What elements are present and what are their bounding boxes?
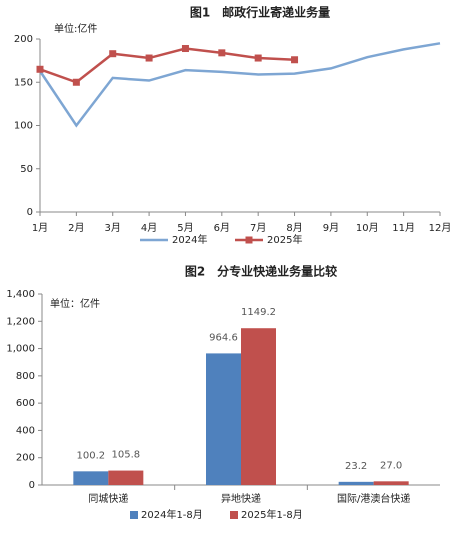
bar xyxy=(108,470,144,485)
data-label: 23.2 xyxy=(345,461,367,472)
data-label: 1149.2 xyxy=(241,307,276,318)
y-tick-label: 400 xyxy=(16,425,35,436)
legend-label: 2025年 xyxy=(267,233,302,246)
x-tick-label: 11月 xyxy=(392,222,415,234)
x-tick-label: 4月 xyxy=(141,222,157,234)
unit-label: 单位：亿件 xyxy=(50,297,100,310)
legend-label: 2024年 xyxy=(172,233,207,246)
y-tick-label: 50 xyxy=(20,164,33,175)
x-tick-label: 同城快递 xyxy=(88,492,128,505)
x-tick-label: 12月 xyxy=(429,222,452,234)
chart-title: 图2 分专业快递业务量比较 xyxy=(185,264,337,279)
bar xyxy=(73,471,109,485)
marker xyxy=(72,78,80,86)
bar xyxy=(373,481,409,485)
chart-title: 图1 邮政行业寄递业务量 xyxy=(190,5,330,20)
y-tick-label: 1,400 xyxy=(6,289,35,300)
x-tick-label: 10月 xyxy=(356,222,379,234)
unit-label: 单位:亿件 xyxy=(54,22,97,35)
y-tick-label: 150 xyxy=(14,77,33,88)
legend-swatch xyxy=(130,511,138,519)
x-tick-label: 6月 xyxy=(214,222,230,234)
y-tick-label: 0 xyxy=(29,480,35,491)
x-tick-label: 8月 xyxy=(286,222,302,234)
y-tick-label: 100 xyxy=(14,121,33,132)
x-tick-label: 1月 xyxy=(32,222,48,234)
y-tick-label: 1,200 xyxy=(6,316,35,327)
data-label: 964.6 xyxy=(209,332,238,343)
x-tick-label: 3月 xyxy=(105,222,121,234)
bar xyxy=(241,328,276,485)
marker xyxy=(218,49,226,57)
marker xyxy=(145,54,153,62)
marker xyxy=(109,50,117,58)
x-tick-label: 5月 xyxy=(177,222,193,234)
x-tick-label: 7月 xyxy=(250,222,266,234)
y-tick-label: 600 xyxy=(16,398,35,409)
x-tick-label: 2月 xyxy=(68,222,84,234)
series-line xyxy=(38,42,441,128)
y-tick-label: 1,000 xyxy=(6,344,35,355)
x-tick-label: 9月 xyxy=(323,222,339,234)
legend-swatch xyxy=(230,511,238,519)
y-tick-label: 800 xyxy=(16,371,35,382)
x-tick-label: 异地快递 xyxy=(221,492,261,505)
marker xyxy=(254,54,262,62)
data-label: 27.0 xyxy=(380,460,402,471)
marker xyxy=(291,56,299,64)
y-tick-label: 200 xyxy=(16,453,35,464)
bar xyxy=(338,481,374,485)
data-label: 105.8 xyxy=(112,450,141,461)
marker xyxy=(36,65,44,73)
x-tick-label: 国际/港澳台快递 xyxy=(337,492,410,505)
legend-label: 2024年1-8月 xyxy=(141,508,203,521)
legend-label: 2025年1-8月 xyxy=(241,508,303,521)
y-tick-label: 200 xyxy=(14,34,33,45)
y-tick-label: 0 xyxy=(27,207,33,218)
series-line xyxy=(39,47,295,84)
data-label: 100.2 xyxy=(77,450,106,461)
bar xyxy=(206,353,241,485)
marker xyxy=(181,45,189,53)
legend-marker xyxy=(245,236,253,244)
